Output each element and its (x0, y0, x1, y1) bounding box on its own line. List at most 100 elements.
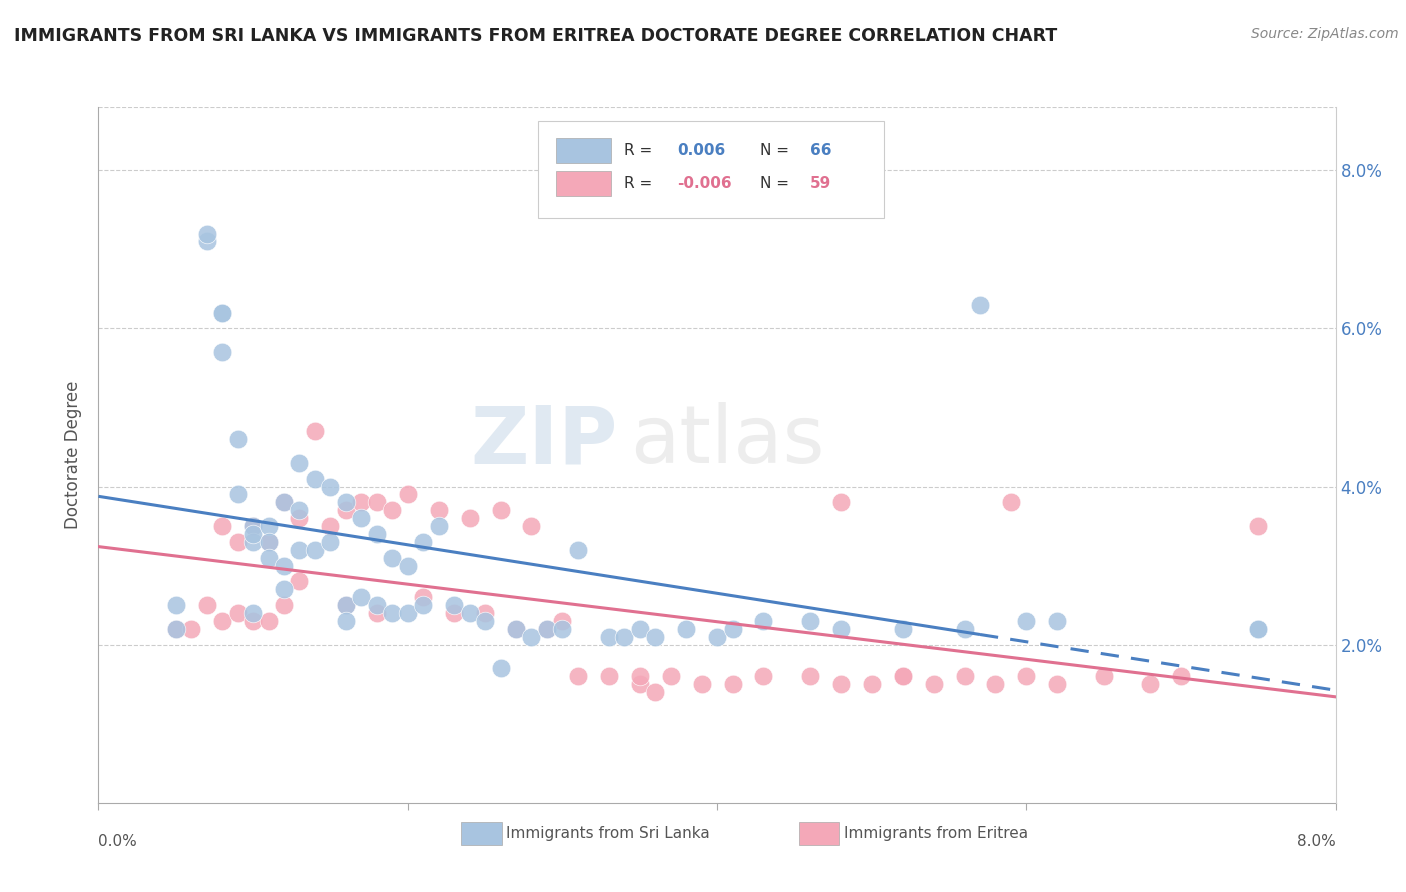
Point (335, 598, 357, 612)
Text: Immigrants from Eritrea: Immigrants from Eritrea (844, 826, 1028, 840)
Point (799, 669, 821, 683)
Point (195, 227, 218, 241)
Y-axis label: Doctorate Degree: Doctorate Degree (65, 381, 83, 529)
Point (288, 503, 311, 517)
Point (226, 534, 249, 549)
Point (211, 345, 233, 359)
Point (257, 614, 280, 628)
Point (922, 677, 945, 691)
Point (675, 622, 697, 636)
Point (1139, 677, 1161, 691)
Point (273, 495, 295, 509)
Point (644, 630, 666, 644)
Point (489, 661, 512, 675)
FancyBboxPatch shape (557, 171, 610, 196)
Point (396, 606, 419, 620)
Point (613, 630, 636, 644)
Point (1000, 495, 1022, 509)
Point (505, 622, 527, 636)
Point (242, 527, 264, 541)
Point (1247, 622, 1270, 636)
Point (319, 534, 342, 549)
Point (396, 487, 419, 501)
Point (474, 606, 496, 620)
Text: IMMIGRANTS FROM SRI LANKA VS IMMIGRANTS FROM ERITREA DOCTORATE DEGREE CORRELATIO: IMMIGRANTS FROM SRI LANKA VS IMMIGRANTS … (14, 27, 1057, 45)
Point (520, 630, 543, 644)
Point (752, 614, 775, 628)
Point (505, 622, 527, 636)
Point (536, 622, 558, 636)
Point (288, 542, 311, 557)
Point (257, 519, 280, 533)
Point (257, 534, 280, 549)
Point (366, 527, 388, 541)
Point (335, 495, 357, 509)
Point (304, 472, 326, 486)
Point (412, 534, 434, 549)
Point (830, 622, 852, 636)
Point (1015, 614, 1038, 628)
Point (366, 495, 388, 509)
Point (953, 669, 976, 683)
Point (628, 677, 651, 691)
Point (1247, 519, 1270, 533)
Point (644, 685, 666, 699)
Text: N =: N = (761, 176, 789, 191)
Point (891, 622, 914, 636)
Text: 0.0%: 0.0% (98, 834, 138, 849)
Point (1015, 669, 1038, 683)
Point (891, 669, 914, 683)
Text: atlas: atlas (630, 402, 825, 480)
Point (427, 519, 450, 533)
Point (273, 495, 295, 509)
Text: 8.0%: 8.0% (1296, 834, 1336, 849)
Point (427, 503, 450, 517)
Text: R =: R = (624, 176, 652, 191)
Point (165, 622, 187, 636)
Point (242, 614, 264, 628)
FancyBboxPatch shape (537, 121, 884, 219)
Point (1046, 677, 1069, 691)
Point (536, 622, 558, 636)
Point (242, 534, 264, 549)
Point (598, 669, 620, 683)
Point (443, 598, 465, 612)
Point (273, 598, 295, 612)
Point (211, 305, 233, 319)
Point (1170, 669, 1192, 683)
Point (195, 598, 218, 612)
Point (891, 669, 914, 683)
Point (984, 677, 1007, 691)
Point (350, 511, 373, 525)
Point (969, 298, 991, 312)
Point (381, 606, 404, 620)
Text: 0.006: 0.006 (678, 144, 725, 159)
Point (799, 614, 821, 628)
Text: Source: ZipAtlas.com: Source: ZipAtlas.com (1251, 27, 1399, 41)
Point (953, 622, 976, 636)
Point (381, 503, 404, 517)
Point (366, 606, 388, 620)
Point (211, 519, 233, 533)
Point (257, 534, 280, 549)
Point (288, 456, 311, 470)
Point (628, 669, 651, 683)
Point (721, 622, 744, 636)
Point (458, 606, 481, 620)
Point (180, 622, 202, 636)
Text: Immigrants from Sri Lanka: Immigrants from Sri Lanka (506, 826, 710, 840)
Text: ZIP: ZIP (471, 402, 619, 480)
Point (273, 582, 295, 597)
Point (474, 614, 496, 628)
Point (443, 606, 465, 620)
FancyBboxPatch shape (557, 138, 610, 163)
Point (242, 519, 264, 533)
Point (551, 622, 574, 636)
Text: N =: N = (761, 144, 789, 159)
Point (830, 495, 852, 509)
Point (304, 542, 326, 557)
Text: 59: 59 (810, 176, 831, 191)
Point (242, 519, 264, 533)
Point (366, 598, 388, 612)
Point (335, 614, 357, 628)
